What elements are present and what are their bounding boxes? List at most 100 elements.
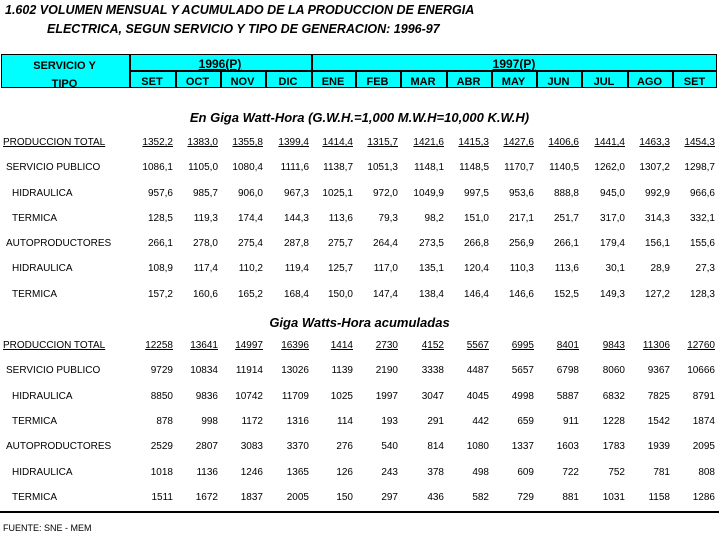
table-cell: 276 xyxy=(336,441,353,452)
table-cell: 945,0 xyxy=(599,188,625,199)
table-cell: 1355,8 xyxy=(232,137,263,148)
table-cell: 1406,6 xyxy=(548,137,579,148)
table-cell: 881 xyxy=(562,492,579,503)
table-cell: 317,0 xyxy=(599,213,625,224)
table-cell: 150,0 xyxy=(327,289,353,300)
table-cell: 127,2 xyxy=(644,289,670,300)
table-cell: 160,6 xyxy=(192,289,218,300)
table-cell: 11306 xyxy=(642,340,670,351)
table-cell: 985,7 xyxy=(192,188,218,199)
row-label: AUTOPRODUCTORES xyxy=(6,238,112,249)
table-title-line-1: 1.602 VOLUMEN MENSUAL Y ACUMULADO DE LA … xyxy=(5,3,475,17)
header-month-3: DIC xyxy=(278,76,298,88)
table-cell: 8850 xyxy=(150,391,173,402)
table-cell: 1399,4 xyxy=(278,137,309,148)
table-cell: 1603 xyxy=(556,441,579,452)
table-cell: 117,0 xyxy=(373,263,398,274)
table-cell: 120,4 xyxy=(463,263,489,274)
table-cell: 966,6 xyxy=(689,188,715,199)
table-cell: 1421,6 xyxy=(413,137,444,148)
table-cell: 781 xyxy=(653,467,670,478)
row-label: TERMICA xyxy=(12,289,57,300)
table-cell: 8791 xyxy=(692,391,715,402)
table-cell: 888,8 xyxy=(553,188,579,199)
table-cell: 156,1 xyxy=(644,238,670,249)
table-cell: 264,4 xyxy=(372,238,398,249)
table-cell: 1172 xyxy=(241,416,263,427)
table-cell: 6832 xyxy=(602,391,625,402)
table-cell: 911 xyxy=(563,416,579,427)
header-year-1997: 1997(P) xyxy=(492,57,536,71)
table-cell: 168,4 xyxy=(283,289,309,300)
table-cell: 2529 xyxy=(150,441,173,452)
table-cell: 582 xyxy=(472,492,489,503)
table-cell: 1316 xyxy=(286,416,309,427)
table-cell: 108,9 xyxy=(147,263,173,274)
table-cell: 540 xyxy=(381,441,398,452)
table-cell: 1415,3 xyxy=(458,137,489,148)
table-cell: 314,3 xyxy=(644,213,670,224)
table-cell: 5567 xyxy=(466,340,489,351)
table-cell: 659 xyxy=(517,416,534,427)
table-cell: 165,2 xyxy=(237,289,263,300)
table-cell: 251,7 xyxy=(553,213,579,224)
table-cell: 128,3 xyxy=(689,289,715,300)
table-cell: 6798 xyxy=(556,365,579,376)
table-cell: 4152 xyxy=(421,340,444,351)
table-cell: 9843 xyxy=(602,340,625,351)
table-cell: 1383,0 xyxy=(187,137,218,148)
table-cell: 146,4 xyxy=(463,289,489,300)
row-label: AUTOPRODUCTORES xyxy=(6,441,112,452)
table-cell: 1337 xyxy=(511,441,534,452)
row-label: SERVICIO PUBLICO xyxy=(6,365,101,376)
table-cell: 128,5 xyxy=(147,213,173,224)
table-cell: 275,4 xyxy=(237,238,263,249)
table-cell: 2095 xyxy=(692,441,715,452)
table-cell: 151,0 xyxy=(463,213,489,224)
header-column-divider xyxy=(581,70,583,88)
table-cell: 11709 xyxy=(281,391,309,402)
table-cell: 1874 xyxy=(692,416,715,427)
table-cell: 3047 xyxy=(421,391,444,402)
section-title: Giga Watts-Hora acumuladas xyxy=(269,315,450,330)
table-cell: 266,1 xyxy=(553,238,579,249)
table-cell: 5887 xyxy=(556,391,579,402)
table-cell: 1672 xyxy=(195,492,218,503)
table-cell: 125,7 xyxy=(327,263,353,274)
table-cell: 1025 xyxy=(330,391,353,402)
table-cell: 1080,4 xyxy=(232,162,263,173)
header-column-divider xyxy=(627,70,629,88)
table-cell: 10742 xyxy=(235,391,263,402)
header-month-11: AGO xyxy=(636,76,663,88)
header-month-7: ABR xyxy=(456,76,481,88)
table-cell: 2807 xyxy=(195,441,218,452)
table-cell: 256,9 xyxy=(508,238,534,249)
table-cell: 12760 xyxy=(687,340,715,351)
row-label: PRODUCCION TOTAL xyxy=(3,340,106,351)
table-cell: 953,6 xyxy=(508,188,534,199)
table-cell: 266,1 xyxy=(147,238,173,249)
table-cell: 1939 xyxy=(647,441,670,452)
section-title: En Giga Watt-Hora (G.W.H.=1,000 M.W.H=10… xyxy=(189,110,530,125)
table-cell: 30,1 xyxy=(605,263,625,274)
table-cell: 878 xyxy=(156,416,173,427)
table-cell: 79,3 xyxy=(378,213,398,224)
table-cell: 27,3 xyxy=(695,263,715,274)
header-service-label-1: SERVICIO Y xyxy=(33,60,96,72)
table-cell: 609 xyxy=(517,467,534,478)
header-column-divider xyxy=(311,54,313,88)
table-cell: 113,6 xyxy=(554,263,579,274)
table-cell: 906,0 xyxy=(237,188,263,199)
table-cell: 273,5 xyxy=(418,238,444,249)
header-month-4: ENE xyxy=(321,76,345,88)
header-year-1996: 1996(P) xyxy=(198,57,242,71)
table-cell: 155,6 xyxy=(689,238,715,249)
table-cell: 498 xyxy=(472,467,489,478)
table-cell: 1138,7 xyxy=(323,162,353,173)
table-cell: 1080 xyxy=(466,441,489,452)
table-cell: 1511 xyxy=(151,492,173,503)
table-cell: 6995 xyxy=(511,340,534,351)
table-cell: 174,4 xyxy=(237,213,263,224)
table-cell: 1307,2 xyxy=(639,162,670,173)
table-cell: 1783 xyxy=(602,441,625,452)
